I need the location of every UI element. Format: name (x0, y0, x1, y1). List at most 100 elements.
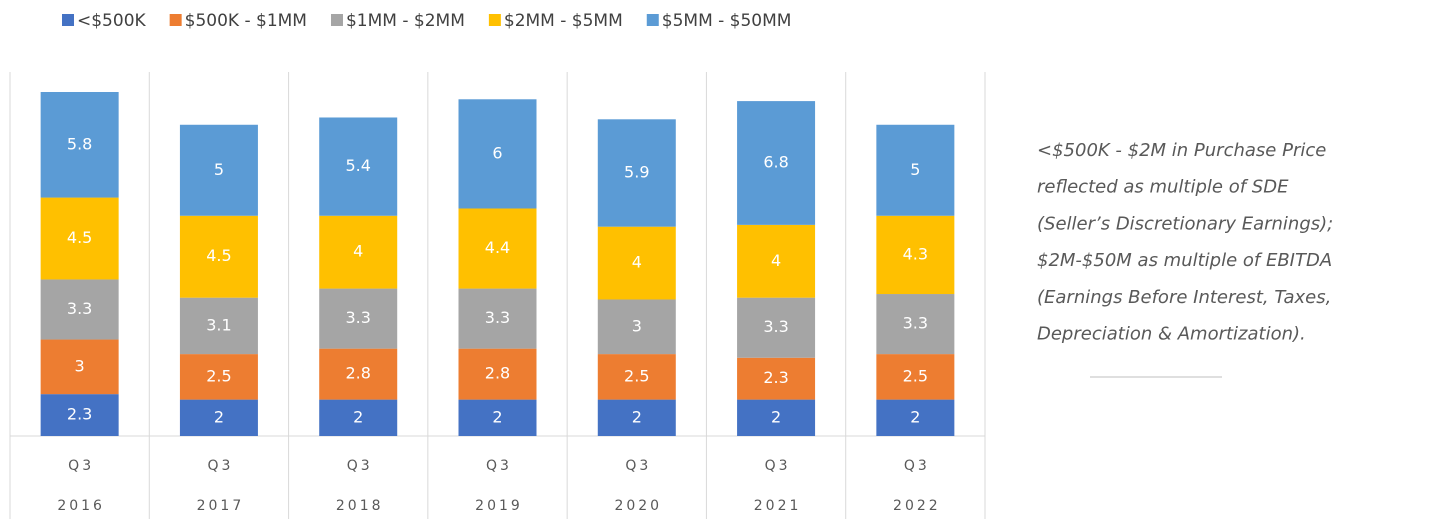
x-tick-label: Q3 (347, 458, 373, 474)
bar-segment (597, 299, 676, 355)
bar-segment (458, 208, 537, 289)
bar-segment (319, 288, 398, 349)
bar-segment (876, 354, 955, 400)
annotation: (Seller’s Discretionary Earnings); (1037, 213, 1333, 234)
bar-segment (737, 357, 816, 400)
data-label: 2.3 (67, 405, 92, 424)
legend-swatch (330, 14, 343, 26)
data-label: 4.5 (67, 228, 92, 247)
data-label: 3.3 (903, 314, 928, 333)
data-label: 3.3 (345, 308, 370, 327)
bar-segment (179, 215, 258, 298)
data-label: 3 (75, 356, 85, 375)
bar-segment (319, 399, 398, 436)
bar-segment (458, 288, 537, 349)
x-tick-label: 2022 (893, 498, 941, 514)
bar-segment (40, 394, 119, 436)
bar-segment (179, 297, 258, 355)
data-label: 2 (214, 407, 224, 426)
data-label: 6.8 (763, 152, 788, 171)
bar-segment (40, 197, 119, 280)
data-label: 3.1 (206, 315, 231, 334)
bar-segment (876, 215, 955, 295)
bar-segment (458, 399, 537, 436)
data-label: 2 (492, 407, 502, 426)
legend-label: $1MM - $2MM (346, 11, 465, 31)
x-tick-label: 2020 (614, 498, 662, 514)
data-label: 2.8 (485, 364, 510, 383)
legend-label: $5MM - $50MM (662, 11, 792, 31)
bar-segment (40, 279, 119, 340)
annotation: (Earnings Before Interest, Taxes, (1037, 287, 1331, 308)
annotation: <$500K - $2M in Purchase Price (1037, 140, 1326, 161)
data-label: 2.5 (903, 366, 928, 385)
data-label: 2.3 (763, 368, 788, 387)
data-label: 2.8 (345, 364, 370, 383)
x-tick-label: Q3 (625, 458, 651, 474)
x-tick-label: 2016 (57, 498, 105, 514)
bar-segment (40, 339, 119, 395)
x-tick-label: 2018 (336, 498, 384, 514)
data-label: 5 (910, 160, 920, 179)
data-label: 4.4 (485, 238, 510, 257)
bar-segment (179, 354, 258, 400)
x-tick-label: Q3 (207, 458, 233, 474)
data-label: 5.9 (624, 162, 649, 181)
bar-segment (319, 215, 398, 289)
data-label: 3.3 (763, 317, 788, 336)
bar-segment (597, 354, 676, 400)
data-label: 2.5 (624, 366, 649, 385)
data-label: 3 (632, 316, 642, 335)
bar-segment (737, 224, 816, 298)
bar-segment (876, 124, 955, 216)
bar-segment (179, 399, 258, 436)
annotation: reflected as multiple of SDE (1037, 177, 1289, 198)
data-label: 3.3 (67, 299, 92, 318)
bar-segment (40, 92, 119, 198)
legend-label: $2MM - $5MM (504, 11, 623, 31)
bar-segment (597, 119, 676, 227)
annotation: $2M-$50M as multiple of EBITDA (1037, 250, 1332, 271)
data-label: 4.5 (206, 246, 231, 265)
data-label: 6 (492, 143, 502, 162)
bar-segment (597, 226, 676, 300)
data-label: 5 (214, 160, 224, 179)
data-label: 3.3 (485, 308, 510, 327)
x-tick-label: Q3 (904, 458, 930, 474)
bar-segment (319, 117, 398, 216)
bar-segment (458, 99, 537, 209)
x-tick-label: 2021 (754, 498, 802, 514)
x-tick-label: Q3 (486, 458, 512, 474)
legend-swatch (488, 14, 501, 26)
legend-label: <$500K (77, 11, 147, 31)
x-tick-label: Q3 (765, 458, 791, 474)
bar-segment (737, 399, 816, 436)
bar-segment (876, 294, 955, 355)
data-label: 5.4 (345, 156, 370, 175)
data-label: 4 (353, 242, 363, 261)
bar-segment (179, 124, 258, 216)
bar-segment (319, 348, 398, 400)
legend-swatch (646, 14, 659, 26)
x-tick-label: 2019 (475, 498, 523, 514)
legend-swatch (169, 14, 182, 26)
legend-swatch (62, 14, 74, 26)
data-label: 2.5 (206, 366, 231, 385)
data-label: 2 (771, 407, 781, 426)
bar-segment (597, 399, 676, 436)
data-label: 4 (632, 253, 642, 272)
x-tick-label: Q3 (68, 458, 94, 474)
data-label: 2 (632, 407, 642, 426)
data-label: 4.3 (903, 244, 928, 263)
bar-segment (737, 101, 816, 225)
data-label: 4 (771, 251, 781, 270)
bar-segment (458, 348, 537, 400)
data-label: 5.8 (67, 134, 92, 153)
data-label: 2 (910, 407, 920, 426)
bar-segment (876, 399, 955, 436)
legend-label: $500K - $1MM (185, 11, 307, 31)
data-label: 2 (353, 407, 363, 426)
bar-segment (737, 297, 816, 358)
x-tick-label: 2017 (197, 498, 245, 514)
